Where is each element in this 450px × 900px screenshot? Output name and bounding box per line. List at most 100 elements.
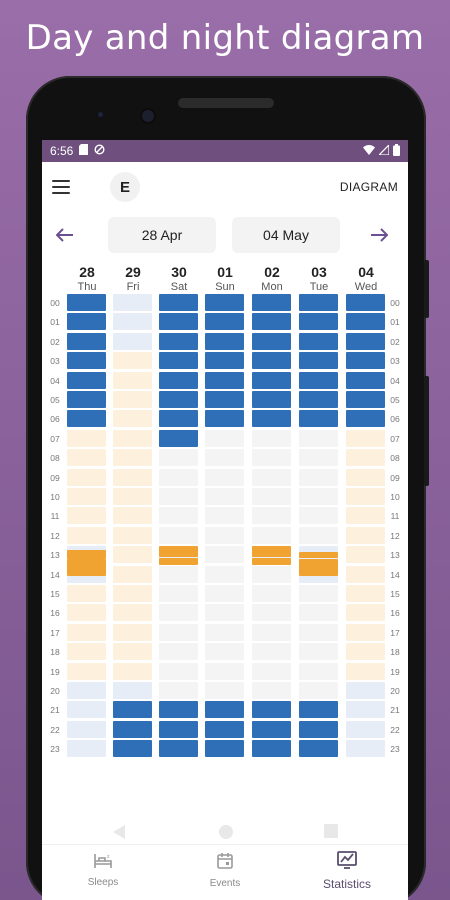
diagram-cell xyxy=(346,720,385,738)
diagram-cell xyxy=(113,371,152,389)
diagram-cell xyxy=(346,488,385,505)
promo-title: Day and night diagram xyxy=(25,18,425,58)
diagram-cell xyxy=(346,623,385,641)
menu-icon[interactable] xyxy=(52,180,70,194)
battery-icon xyxy=(393,143,400,159)
diagram-cell xyxy=(299,623,338,641)
nav-events-label: Events xyxy=(209,878,241,889)
sleep-cell xyxy=(205,701,244,719)
hour-label: 01 xyxy=(390,317,400,328)
diagram-cell xyxy=(205,662,244,680)
diagram-cell xyxy=(346,429,385,447)
hour-label: 08 xyxy=(390,453,400,464)
diagram-cell xyxy=(67,488,106,505)
diagram-cell xyxy=(299,526,338,544)
previous-week-icon[interactable] xyxy=(50,222,80,248)
sleep-cell xyxy=(159,371,198,389)
home-icon[interactable] xyxy=(218,824,234,845)
diagram-cell xyxy=(205,682,244,699)
next-week-icon[interactable] xyxy=(364,222,394,248)
hour-label: 10 xyxy=(50,492,60,502)
hour-label: 10 xyxy=(390,492,400,502)
diagram-cell xyxy=(159,643,198,661)
day-name: Wed xyxy=(354,281,378,293)
nap-segment xyxy=(67,550,106,559)
diagram-cell xyxy=(346,526,385,544)
diagram-cell xyxy=(205,526,244,544)
speaker-grille xyxy=(178,98,274,108)
hour-label: 22 xyxy=(50,724,60,735)
diagram-cell xyxy=(252,643,291,661)
diagram-cell xyxy=(159,565,198,583)
nap-segment xyxy=(252,557,291,565)
hour-label: 23 xyxy=(390,744,400,755)
diagram-cell xyxy=(67,740,106,758)
hour-label: 05 xyxy=(390,395,400,405)
back-icon[interactable] xyxy=(112,824,126,845)
sleep-cell xyxy=(205,720,244,738)
hour-label: 01 xyxy=(50,317,60,328)
diagram-cell xyxy=(205,643,244,661)
diagram-cell xyxy=(205,565,244,583)
sleep-cell xyxy=(299,701,338,719)
hour-label: 04 xyxy=(390,375,400,386)
sleep-cell xyxy=(159,313,198,331)
status-bar: 6:56 xyxy=(42,140,408,162)
diagram-cell xyxy=(205,585,244,602)
nav-sleeps[interactable]: z Sleeps xyxy=(42,845,164,896)
diagram-cell xyxy=(252,623,291,641)
diagram-cell xyxy=(67,720,106,738)
hour-label: 12 xyxy=(50,530,60,541)
diagram-cell xyxy=(252,449,291,467)
diagram-cell xyxy=(299,604,338,622)
sleep-cell xyxy=(346,410,385,428)
diagram-cell xyxy=(113,313,152,331)
day-number: 03 xyxy=(311,264,327,280)
hour-label: 16 xyxy=(390,608,400,619)
day-header: 02 Mon xyxy=(252,264,292,293)
diagram-cell xyxy=(113,507,152,525)
hour-label: 17 xyxy=(390,627,400,638)
nap-segment xyxy=(299,558,338,577)
hour-label: 19 xyxy=(390,666,400,677)
hour-label: 16 xyxy=(50,608,60,619)
diagram-cell xyxy=(159,449,198,467)
hour-label: 14 xyxy=(50,569,60,580)
nav-statistics[interactable]: Statistics xyxy=(286,845,408,896)
hour-label: 11 xyxy=(50,511,60,522)
hour-label: 15 xyxy=(50,589,60,599)
avatar[interactable]: E xyxy=(110,172,140,202)
diagram-cell xyxy=(159,526,198,544)
diagram-button[interactable]: DIAGRAM xyxy=(339,180,398,194)
sleep-cell xyxy=(252,352,291,370)
sleep-cell xyxy=(159,352,198,370)
diagram-cell xyxy=(113,429,152,447)
hour-label: 06 xyxy=(50,414,60,425)
diagram-cell xyxy=(67,643,106,661)
sleep-cell xyxy=(346,352,385,370)
diagram-cell xyxy=(252,585,291,602)
hour-label: 07 xyxy=(390,433,400,444)
diagram-cell xyxy=(159,585,198,602)
diagram-cell xyxy=(113,565,152,583)
diagram-cell xyxy=(159,507,198,525)
nap-segment xyxy=(159,557,198,565)
sleep-cell xyxy=(346,332,385,350)
diagram-cell xyxy=(67,526,106,544)
sleep-cell xyxy=(205,410,244,428)
diagram-cell xyxy=(346,701,385,719)
sleep-cell xyxy=(67,391,106,408)
recents-icon[interactable] xyxy=(324,824,338,843)
diagram-cell xyxy=(67,546,106,564)
day-header: 03 Tue xyxy=(299,264,339,293)
start-date[interactable]: 28 Apr xyxy=(108,217,216,253)
diagram-cell xyxy=(346,565,385,583)
phone-frame: 6:56 E xyxy=(26,76,429,900)
nav-events[interactable]: Events xyxy=(164,845,286,896)
diagram-cell xyxy=(113,623,152,641)
diagram-cell xyxy=(346,585,385,602)
end-date[interactable]: 04 May xyxy=(232,217,340,253)
hour-label: 08 xyxy=(50,453,60,464)
diagram-cell xyxy=(205,468,244,486)
diagram-cell xyxy=(67,623,106,641)
